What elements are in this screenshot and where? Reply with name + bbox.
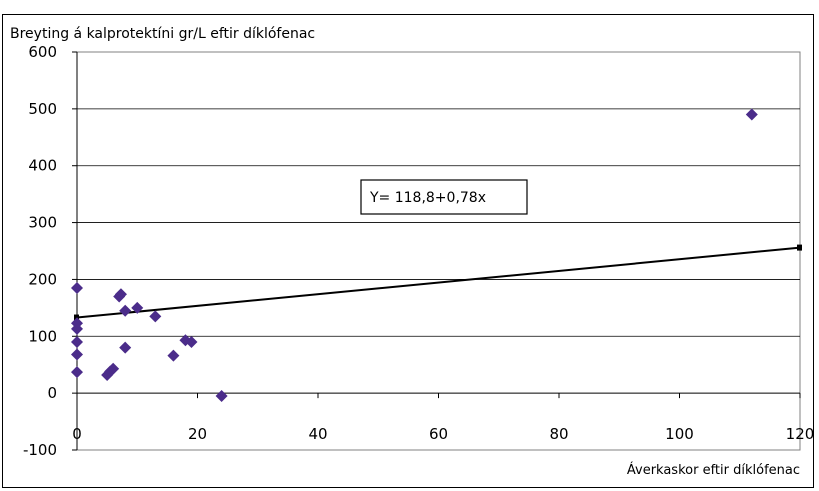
data-point	[71, 322, 83, 335]
x-tick-label: 0	[72, 425, 82, 443]
trendline-group	[74, 244, 802, 321]
y-tick-label: 400	[28, 157, 57, 175]
x-tick-label: 120	[786, 425, 815, 443]
y-axis-ticks: -100 0 100 200 300 400 500 600	[23, 43, 77, 459]
x-tick-label: 80	[549, 425, 568, 443]
data-point	[185, 335, 198, 348]
data-point	[119, 304, 132, 317]
x-tick-label: 100	[665, 425, 694, 443]
y-tick-label: 300	[28, 214, 57, 232]
y-axis-title: Breyting á kalprotektíni gr/L eftir díkl…	[10, 26, 315, 42]
data-point	[149, 310, 162, 323]
data-point	[119, 341, 132, 354]
equation-label: Y= 118,8+0,78x	[369, 190, 486, 206]
data-point	[71, 335, 83, 348]
equation-box-border	[360, 179, 528, 215]
x-tick-label: 40	[308, 425, 327, 443]
y-tick-label: 0	[47, 384, 57, 402]
data-point	[114, 288, 127, 301]
plot-area	[76, 51, 801, 451]
x-axis-ticks: 0 20 40 60 80 100 120	[72, 393, 814, 443]
data-point	[107, 362, 120, 375]
data-point	[745, 108, 758, 121]
y-tick-label: 200	[28, 270, 57, 288]
gridlines	[76, 52, 800, 450]
data-points	[71, 108, 758, 402]
chart-frame	[2, 14, 814, 488]
x-tick-label: 60	[429, 425, 448, 443]
x-tick-label: 20	[188, 425, 207, 443]
data-point	[167, 349, 180, 362]
data-point	[215, 389, 228, 402]
trendline-end-marker	[797, 244, 802, 251]
data-point	[71, 366, 83, 379]
trendline	[76, 246, 801, 319]
data-point	[71, 348, 83, 361]
y-tick-label: 100	[28, 327, 57, 345]
data-point	[131, 301, 144, 314]
equation-box: Y= 118,8+0,78x	[360, 179, 528, 215]
plot-area-border	[76, 51, 801, 451]
data-point	[71, 281, 83, 294]
y-tick-label: -100	[23, 441, 57, 459]
trendline-start-marker	[74, 314, 79, 321]
x-axis-title: Áverkaskor eftir díklófenac	[627, 462, 800, 478]
y-tick-label: 600	[28, 43, 57, 61]
y-tick-label: 500	[28, 100, 57, 118]
